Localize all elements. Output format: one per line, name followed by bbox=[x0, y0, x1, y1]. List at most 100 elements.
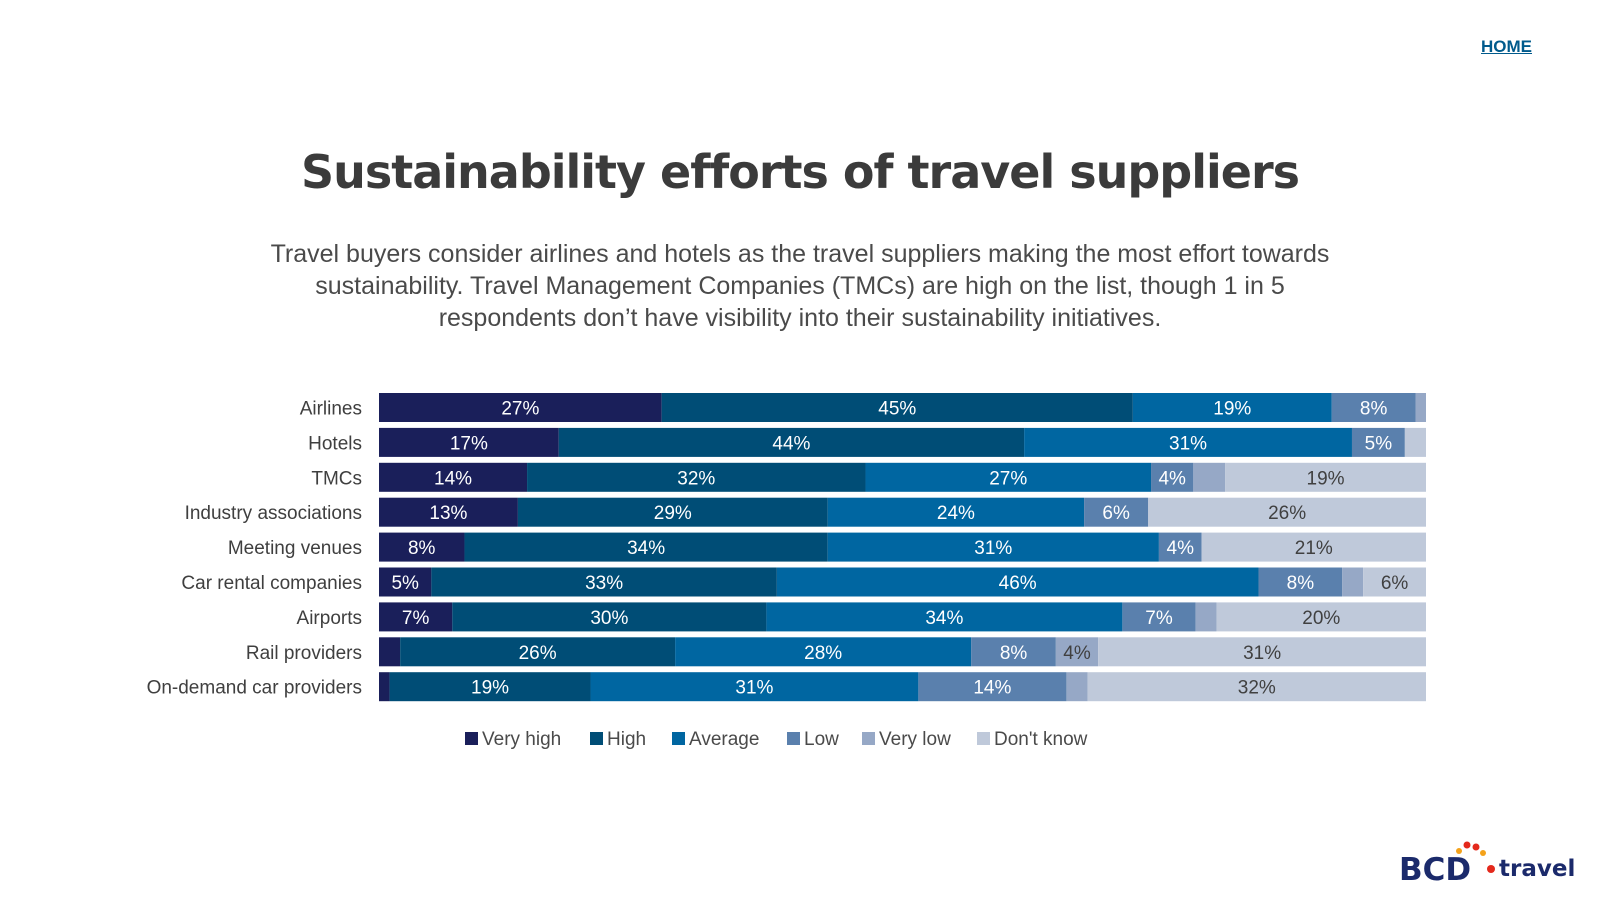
data-label: 44% bbox=[772, 433, 810, 454]
bar-segment bbox=[865, 462, 1152, 492]
legend-label: Very low bbox=[879, 729, 951, 750]
bar-segment bbox=[1342, 567, 1364, 597]
data-label: 8% bbox=[408, 538, 436, 559]
category-label: TMCs bbox=[311, 468, 362, 489]
data-label: 26% bbox=[1268, 503, 1306, 524]
data-label: 20% bbox=[1302, 608, 1340, 629]
data-label: 6% bbox=[1102, 503, 1130, 524]
bar-segment bbox=[379, 532, 465, 562]
category-label: Airlines bbox=[300, 399, 362, 420]
bar-segment bbox=[1201, 532, 1426, 562]
data-label: 32% bbox=[677, 468, 715, 489]
data-label: 13% bbox=[429, 503, 467, 524]
data-label: 34% bbox=[627, 538, 665, 559]
bar-segment bbox=[379, 672, 390, 702]
data-label: 31% bbox=[1243, 643, 1281, 664]
data-label: 31% bbox=[1169, 433, 1207, 454]
data-label: 7% bbox=[1145, 608, 1173, 629]
bar-segment bbox=[452, 602, 767, 632]
bar-segment bbox=[766, 602, 1123, 632]
bcd-travel-logo: BCD travel bbox=[1399, 841, 1574, 884]
data-label: 33% bbox=[585, 573, 623, 594]
bar-segment bbox=[379, 427, 559, 457]
logo-red-dot bbox=[1487, 865, 1495, 873]
bar-segment bbox=[590, 672, 919, 702]
bar-segment bbox=[1258, 567, 1343, 597]
bar-segment bbox=[379, 462, 528, 492]
bar-segment bbox=[1066, 672, 1088, 702]
data-label: 7% bbox=[402, 608, 430, 629]
bar-segment bbox=[1193, 462, 1226, 492]
bar-segment bbox=[379, 393, 662, 422]
bar-segment bbox=[1225, 462, 1426, 492]
data-label: 5% bbox=[391, 573, 419, 594]
bar-segment bbox=[517, 497, 828, 527]
bar-segment bbox=[661, 393, 1133, 422]
legend-label: High bbox=[607, 729, 646, 750]
data-label: 4% bbox=[1063, 643, 1091, 664]
bar-segment bbox=[1122, 602, 1196, 632]
bar-segment bbox=[776, 567, 1259, 597]
data-label: 31% bbox=[974, 538, 1012, 559]
bar-segment bbox=[1148, 497, 1426, 527]
legend-label: Very high bbox=[482, 729, 561, 750]
legend-swatch bbox=[465, 732, 478, 745]
data-label: 6% bbox=[1381, 573, 1409, 594]
data-label: 28% bbox=[804, 643, 842, 664]
data-label: 29% bbox=[654, 503, 692, 524]
bar-segment bbox=[1195, 602, 1217, 632]
data-label: 45% bbox=[878, 399, 916, 420]
legend-swatch bbox=[862, 732, 875, 745]
data-label: 4% bbox=[1167, 538, 1195, 559]
bar-segment bbox=[827, 532, 1159, 562]
data-label: 21% bbox=[1295, 538, 1333, 559]
home-link[interactable]: HOME bbox=[1481, 37, 1532, 56]
data-label: 32% bbox=[1238, 678, 1276, 699]
bar-segment bbox=[1331, 393, 1416, 422]
category-label: Airports bbox=[297, 608, 362, 629]
category-label: Hotels bbox=[308, 433, 362, 454]
data-label: 27% bbox=[501, 399, 539, 420]
legend-swatch bbox=[590, 732, 603, 745]
bar-segment bbox=[1404, 427, 1426, 457]
data-label: 14% bbox=[973, 678, 1011, 699]
bar-segment bbox=[1084, 497, 1149, 527]
legend-swatch bbox=[672, 732, 685, 745]
bar-segment bbox=[1363, 567, 1426, 597]
bar-segment bbox=[1132, 393, 1332, 422]
data-label: 8% bbox=[1000, 643, 1028, 664]
bar-segment bbox=[1158, 532, 1202, 562]
legend-swatch bbox=[787, 732, 800, 745]
data-label: 19% bbox=[471, 678, 509, 699]
page-title: Sustainability efforts of travel supplie… bbox=[300, 145, 1300, 199]
bar-segment bbox=[558, 427, 1025, 457]
bar-segment bbox=[1216, 602, 1426, 632]
bar-segment bbox=[827, 497, 1085, 527]
category-label: Car rental companies bbox=[181, 573, 362, 594]
category-label: Rail providers bbox=[246, 643, 362, 664]
bar-segment bbox=[1087, 672, 1426, 702]
data-label: 4% bbox=[1158, 468, 1186, 489]
category-label: Meeting venues bbox=[228, 538, 362, 559]
legend-swatch bbox=[977, 732, 990, 745]
data-label: 19% bbox=[1213, 399, 1251, 420]
bar-segment bbox=[527, 462, 866, 492]
data-label: 26% bbox=[519, 643, 557, 664]
bar-segment bbox=[389, 672, 591, 702]
bar-segment bbox=[1055, 637, 1099, 667]
data-label: 14% bbox=[434, 468, 472, 489]
bar-segment bbox=[379, 602, 453, 632]
bar-segment bbox=[400, 637, 676, 667]
bar-segment bbox=[379, 637, 401, 667]
bar-segment bbox=[675, 637, 972, 667]
data-label: 19% bbox=[1307, 468, 1345, 489]
page-subtitle: Travel buyers consider airlines and hote… bbox=[270, 240, 1330, 332]
data-label: 8% bbox=[1287, 573, 1315, 594]
logo-text-bcd: BCD bbox=[1399, 852, 1471, 884]
bar-segment bbox=[431, 567, 777, 597]
bar-segment bbox=[1098, 637, 1426, 667]
bar-segment bbox=[971, 637, 1056, 667]
bar-segment bbox=[379, 567, 432, 597]
category-label: On-demand car providers bbox=[147, 678, 362, 699]
